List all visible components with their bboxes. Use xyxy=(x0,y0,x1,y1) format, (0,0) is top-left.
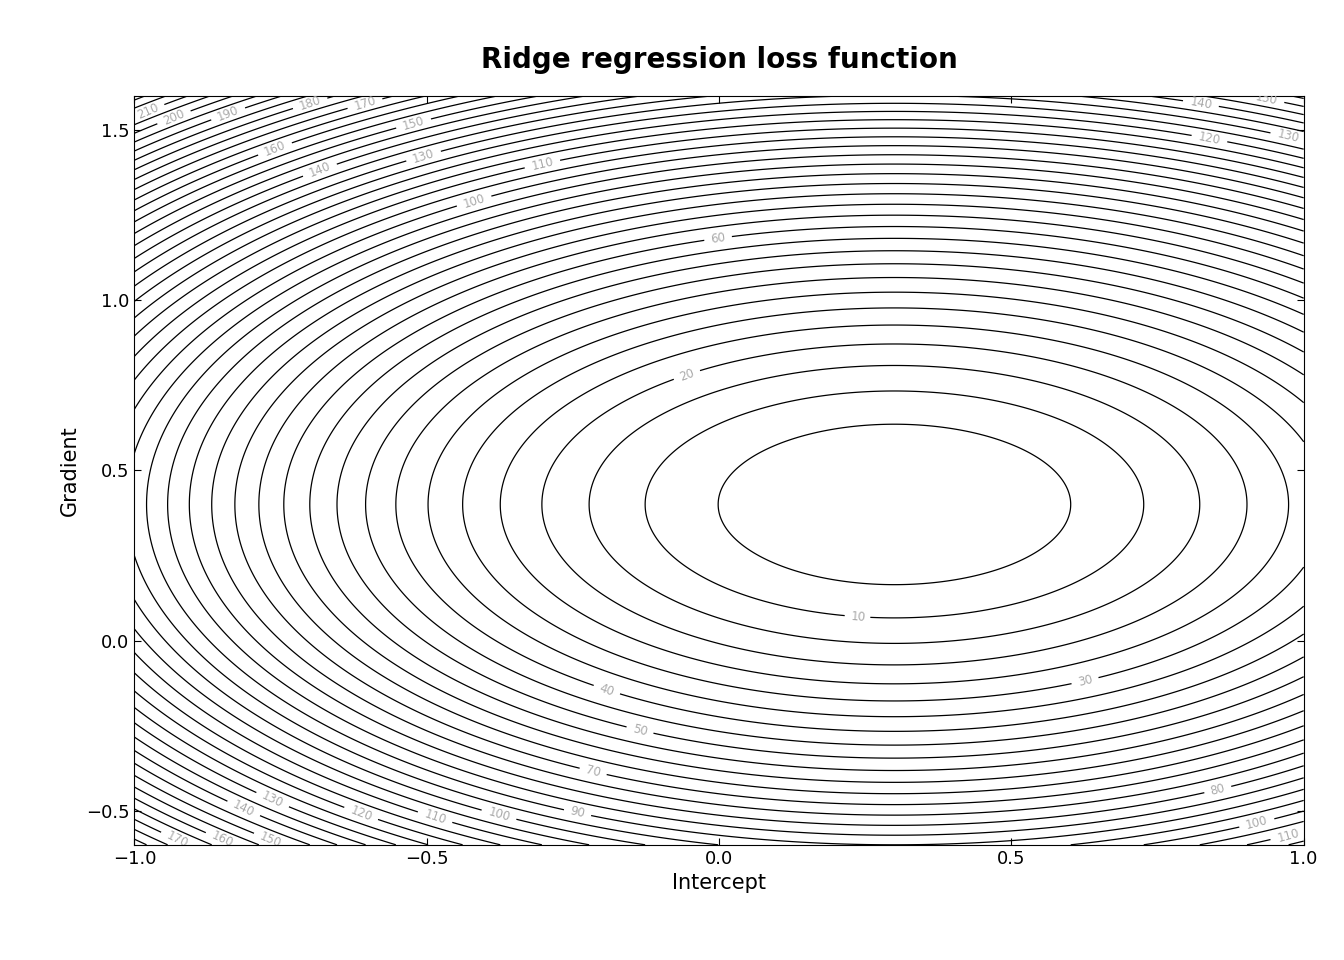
Text: 100: 100 xyxy=(487,805,512,825)
Text: 140: 140 xyxy=(1189,95,1214,111)
Text: 150: 150 xyxy=(1254,90,1279,108)
Text: 170: 170 xyxy=(352,94,378,113)
Text: 10: 10 xyxy=(851,610,867,624)
Text: 130: 130 xyxy=(411,147,435,165)
Text: 30: 30 xyxy=(1077,673,1094,689)
Text: 100: 100 xyxy=(461,191,487,210)
Text: 110: 110 xyxy=(530,156,555,173)
Text: 160: 160 xyxy=(210,829,235,851)
Text: 20: 20 xyxy=(677,366,696,383)
X-axis label: Intercept: Intercept xyxy=(672,874,766,893)
Text: 60: 60 xyxy=(710,230,726,246)
Text: 70: 70 xyxy=(585,763,602,780)
Text: 150: 150 xyxy=(258,829,284,851)
Text: 130: 130 xyxy=(259,789,285,810)
Text: 180: 180 xyxy=(297,93,323,113)
Text: 80: 80 xyxy=(1210,781,1227,798)
Text: 120: 120 xyxy=(1198,130,1222,147)
Text: 40: 40 xyxy=(598,682,616,698)
Text: 110: 110 xyxy=(422,807,448,827)
Text: 140: 140 xyxy=(306,160,332,180)
Text: 120: 120 xyxy=(348,804,374,824)
Text: 50: 50 xyxy=(632,722,649,738)
Text: 190: 190 xyxy=(215,104,241,124)
Title: Ridge regression loss function: Ridge regression loss function xyxy=(481,46,957,74)
Text: 140: 140 xyxy=(231,798,257,819)
Text: 170: 170 xyxy=(164,828,191,851)
Text: 90: 90 xyxy=(569,804,586,821)
Text: 110: 110 xyxy=(1275,827,1301,845)
Text: 150: 150 xyxy=(401,114,426,132)
Text: 160: 160 xyxy=(262,138,288,159)
Text: 210: 210 xyxy=(134,101,160,121)
Text: 100: 100 xyxy=(1245,814,1269,832)
Text: 130: 130 xyxy=(1275,128,1301,146)
Y-axis label: Gradient: Gradient xyxy=(60,425,81,516)
Text: 200: 200 xyxy=(161,107,187,128)
